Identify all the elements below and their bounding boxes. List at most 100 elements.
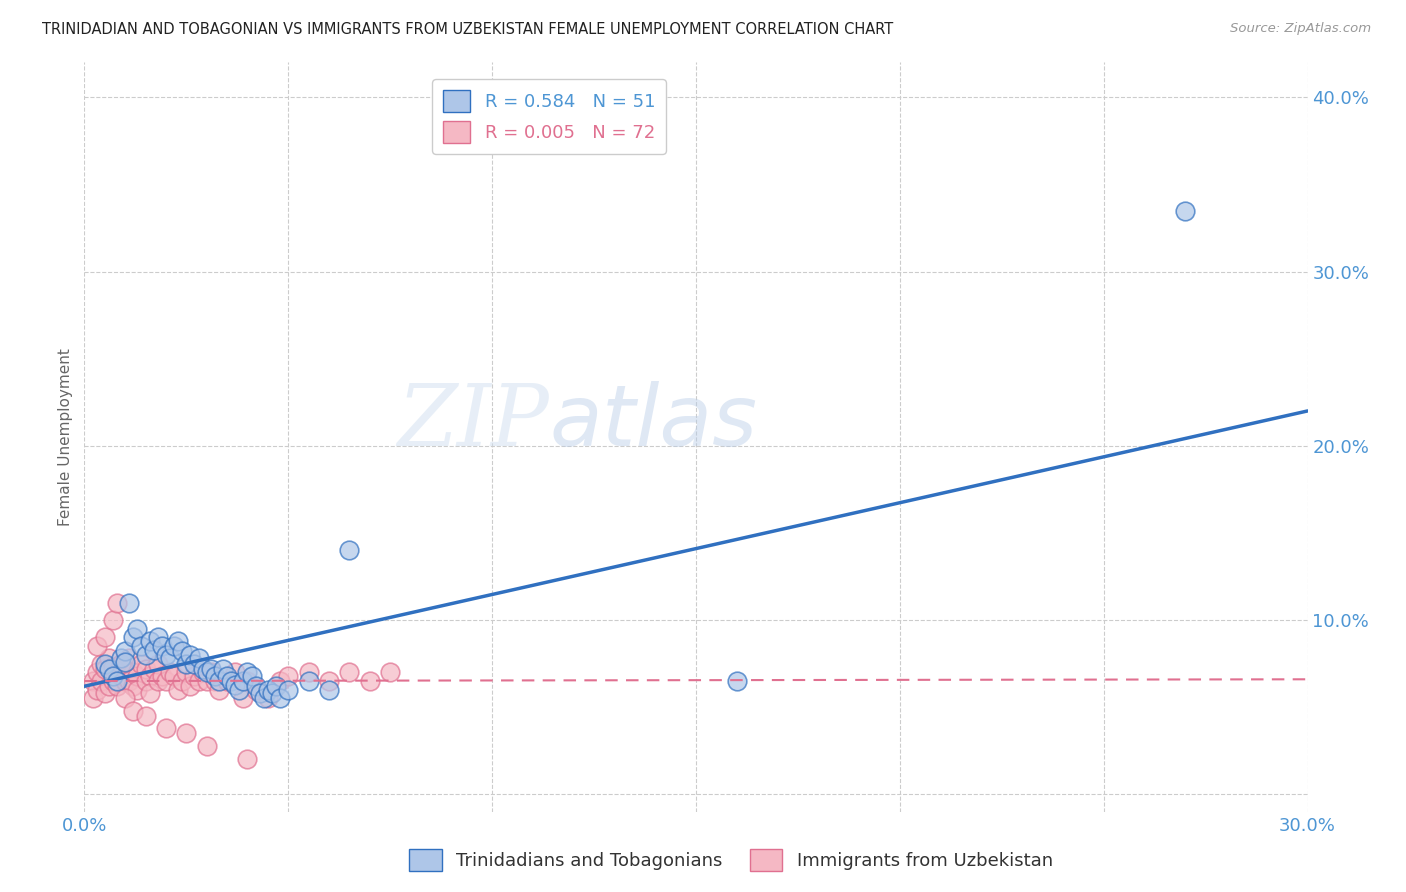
Point [110, 669, 132, 683]
Point [146, 631, 169, 645]
Point [93, 686, 115, 700]
Point [187, 651, 209, 665]
Point [318, 682, 340, 697]
Text: TRINIDADIAN AND TOBAGONIAN VS IMMIGRANTS FROM UZBEKISTAN FEMALE UNEMPLOYMENT COR: TRINIDADIAN AND TOBAGONIAN VS IMMIGRANTS… [42, 22, 893, 37]
Point [122, 665, 145, 680]
Point [146, 657, 169, 671]
Point [339, 543, 361, 558]
Point [380, 665, 402, 680]
Point [725, 673, 748, 688]
Point [217, 673, 239, 688]
Point [159, 651, 181, 665]
Point [172, 673, 194, 688]
Point [339, 665, 361, 680]
Point [264, 679, 287, 693]
Point [179, 679, 201, 693]
Point [232, 691, 254, 706]
Point [167, 682, 190, 697]
Point [131, 639, 153, 653]
Point [127, 622, 149, 636]
Point [131, 657, 153, 671]
Point [101, 613, 124, 627]
Point [191, 662, 214, 676]
Point [114, 644, 136, 658]
Point [257, 691, 280, 706]
Point [217, 669, 239, 683]
Point [114, 691, 136, 706]
Point [101, 673, 124, 688]
Point [249, 686, 271, 700]
Point [195, 665, 218, 680]
Point [163, 639, 186, 653]
Point [101, 669, 124, 683]
Point [183, 669, 205, 683]
Point [122, 679, 145, 693]
Point [174, 665, 197, 680]
Point [174, 657, 197, 671]
Point [105, 665, 128, 680]
Point [204, 673, 226, 688]
Text: atlas: atlas [550, 381, 758, 464]
Point [138, 669, 160, 683]
Point [127, 682, 149, 697]
Point [142, 662, 165, 676]
Point [135, 648, 157, 662]
Point [118, 651, 141, 665]
Point [93, 657, 115, 671]
Point [86, 665, 108, 680]
Point [359, 673, 381, 688]
Point [240, 669, 263, 683]
Point [93, 662, 115, 676]
Point [1174, 203, 1197, 218]
Point [183, 657, 205, 671]
Point [245, 679, 267, 693]
Point [114, 673, 136, 688]
Point [167, 634, 190, 648]
Point [135, 709, 157, 723]
Point [86, 639, 108, 653]
Point [174, 726, 197, 740]
Point [236, 752, 259, 766]
Point [150, 639, 173, 653]
Point [114, 655, 136, 669]
Point [97, 679, 120, 693]
Point [212, 662, 235, 676]
Point [219, 673, 242, 688]
Point [236, 665, 259, 680]
Point [138, 686, 160, 700]
Point [179, 648, 201, 662]
Point [172, 644, 194, 658]
Legend: Trinidadians and Tobagonians, Immigrants from Uzbekistan: Trinidadians and Tobagonians, Immigrants… [402, 842, 1060, 879]
Point [155, 673, 177, 688]
Point [245, 682, 267, 697]
Point [122, 631, 145, 645]
Point [228, 682, 250, 697]
Point [253, 691, 276, 706]
Point [82, 673, 104, 688]
Point [269, 691, 291, 706]
Point [114, 662, 136, 676]
Point [318, 673, 340, 688]
Text: Source: ZipAtlas.com: Source: ZipAtlas.com [1230, 22, 1371, 36]
Point [101, 660, 124, 674]
Point [236, 673, 259, 688]
Point [105, 673, 128, 688]
Point [135, 673, 157, 688]
Point [110, 657, 132, 671]
Point [208, 682, 231, 697]
Point [195, 739, 218, 753]
Point [277, 682, 299, 697]
Point [195, 673, 218, 688]
Point [142, 642, 165, 657]
Point [118, 673, 141, 688]
Point [298, 673, 321, 688]
Point [127, 669, 149, 683]
Legend: R = 0.584   N = 51, R = 0.005   N = 72: R = 0.584 N = 51, R = 0.005 N = 72 [432, 79, 666, 153]
Point [163, 669, 186, 683]
Point [277, 669, 299, 683]
Point [208, 673, 231, 688]
Point [257, 682, 280, 697]
Point [97, 651, 120, 665]
Point [105, 679, 128, 693]
Text: ZIP: ZIP [398, 381, 550, 464]
